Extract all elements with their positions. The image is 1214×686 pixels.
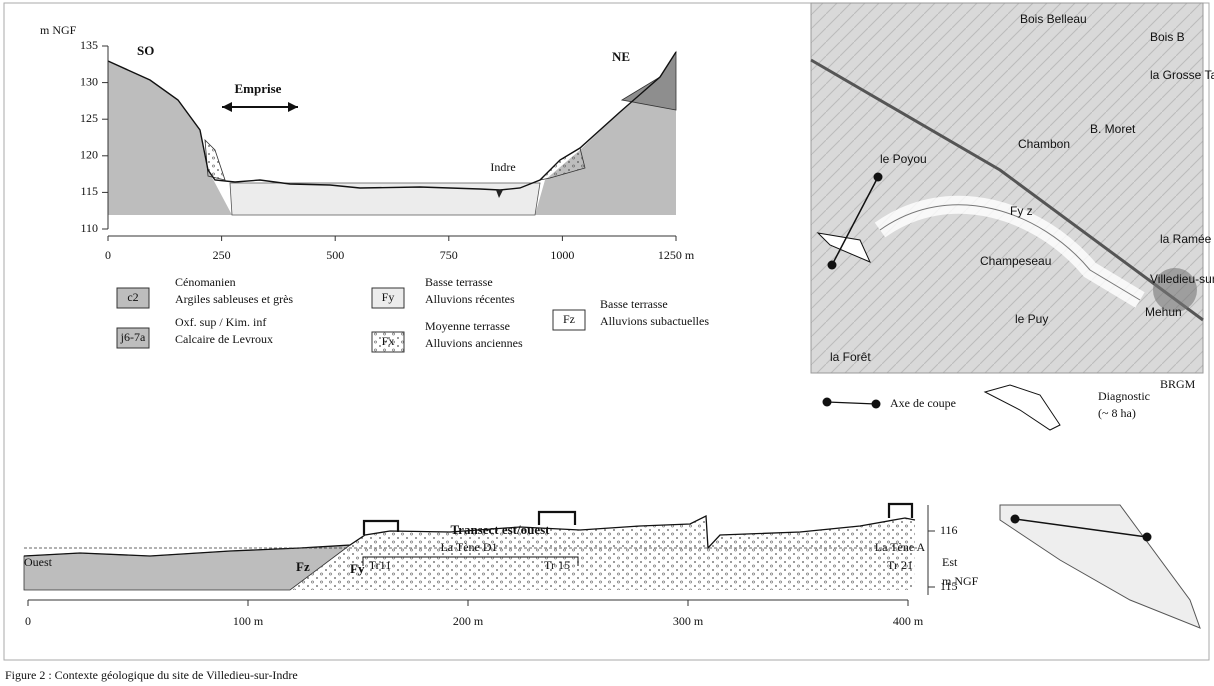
- map-label: Chambon: [1018, 137, 1070, 151]
- x-tick-label: 0: [25, 614, 31, 628]
- diagnostic-plan: [999, 504, 1201, 629]
- legend-text: Alluvions récentes: [425, 292, 515, 306]
- trench-label: Tr11: [369, 558, 391, 572]
- label: SO: [137, 43, 154, 58]
- frame: [3, 2, 1210, 661]
- legend-text: Moyenne terrasse: [425, 319, 510, 333]
- period: La Tène A: [875, 540, 926, 554]
- trench-label: Tr 21: [887, 558, 913, 572]
- map-label: Fy z: [1010, 204, 1033, 218]
- label: Emprise: [235, 81, 282, 96]
- y-tick-label: 115: [80, 184, 98, 198]
- legend-text: Argiles sableuses et grès: [175, 292, 293, 306]
- map-label: Bois Belleau: [1020, 12, 1087, 26]
- map-legend: [822, 384, 1061, 431]
- y-tick-label: 116: [940, 523, 958, 537]
- map-label: Mehun: [1145, 305, 1182, 319]
- legend-text: Diagnostic: [1098, 389, 1150, 403]
- x-tick-label: 500: [326, 248, 344, 262]
- legend-swatch: [552, 309, 586, 331]
- period: La Tène D1: [440, 540, 497, 554]
- legend-text: Alluvions subactuelles: [600, 314, 709, 328]
- map-source: BRGM: [1160, 377, 1196, 391]
- x-tick-label: 750: [440, 248, 458, 262]
- x-tick-label: 400 m: [893, 614, 924, 628]
- legend-code: c2: [127, 290, 138, 304]
- legend-text: (~ 8 ha): [1098, 406, 1136, 420]
- legend-code: Fy: [382, 290, 395, 304]
- x-tick-label: 100 m: [233, 614, 264, 628]
- y-tick-label: 130: [80, 74, 98, 88]
- unit-label: Fy: [350, 561, 365, 576]
- y-tick-label: 110: [80, 221, 98, 235]
- x-tick-label: 1250 m: [658, 248, 695, 262]
- legend-code: Fx: [382, 334, 395, 348]
- legend-text: Basse terrasse: [425, 275, 493, 289]
- legend-swatch: [371, 331, 405, 353]
- legend-swatch: [371, 287, 405, 309]
- label: Indre: [490, 160, 515, 174]
- y-unit: m NGF: [40, 23, 77, 37]
- label: NE: [612, 49, 630, 64]
- legend-swatch: [116, 287, 150, 309]
- caption: Figure 2 : Contexte géologique du site d…: [5, 668, 298, 682]
- trench-label: Tr 15: [544, 558, 570, 572]
- legend-code: Fz: [563, 312, 575, 326]
- legend-text: Oxf. sup / Kim. inf: [175, 315, 266, 329]
- y-tick-label: 135: [80, 38, 98, 52]
- x-tick-label: 1000: [550, 248, 574, 262]
- x-tick-label: 300 m: [673, 614, 704, 628]
- y-tick-label: 125: [80, 111, 98, 125]
- y-unit: m NGF: [942, 574, 979, 588]
- legend-text: Calcaire de Levroux: [175, 332, 273, 346]
- map-label: Villedieu-sur-Indre: [1150, 272, 1214, 286]
- legend-code: j6-7a: [120, 330, 146, 344]
- x-tick-label: 200 m: [453, 614, 484, 628]
- y-tick-label: 120: [80, 148, 98, 162]
- map-label: la Forêt: [830, 350, 871, 364]
- cross-section: [107, 46, 677, 237]
- map-label: la Ramée: [1160, 232, 1212, 246]
- map: [810, 2, 1204, 374]
- label: Ouest: [24, 555, 53, 569]
- legend-swatch: [116, 327, 150, 349]
- map-label: le Puy: [1015, 312, 1048, 326]
- map-label: Bois B: [1150, 30, 1185, 44]
- legend-text: Axe de coupe: [890, 396, 956, 410]
- legend-text: Cénomanien: [175, 275, 236, 289]
- map-label: la Grosse Taille: [1150, 68, 1214, 82]
- x-tick-label: 0: [105, 248, 111, 262]
- legend-text: Basse terrasse: [600, 297, 668, 311]
- y-tick-label: 115: [940, 579, 958, 593]
- legend-text: Alluvions anciennes: [425, 336, 523, 350]
- map-label: B. Moret: [1090, 122, 1136, 136]
- transect-title: Transect est/ouest: [450, 522, 550, 537]
- map-label: Champeseau: [980, 254, 1051, 268]
- transect: [23, 502, 929, 601]
- label: Est: [942, 555, 958, 569]
- map-label: le Poyou: [880, 152, 927, 166]
- unit-label: Fz: [296, 559, 310, 574]
- x-tick-label: 250: [213, 248, 231, 262]
